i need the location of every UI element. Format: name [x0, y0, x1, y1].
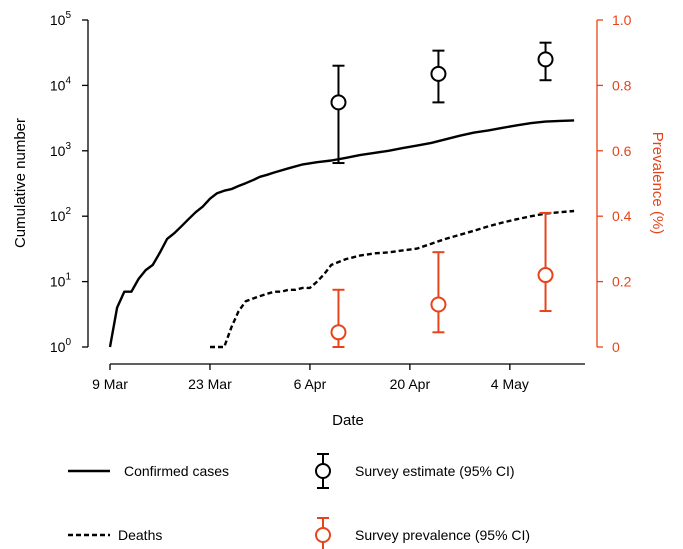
y-tick-label-exp: 3 — [65, 141, 71, 152]
y-tick-label-base: 10 — [50, 12, 66, 28]
x-tick-label: 6 Apr — [294, 376, 327, 392]
y-tick-label-right: 0.6 — [612, 143, 632, 159]
survey-prevalence-point — [430, 296, 447, 313]
y-tick-label-left: 101 — [50, 272, 72, 290]
y-tick-label-right: 1.0 — [612, 12, 632, 28]
y-tick-label-exp: 2 — [65, 206, 71, 217]
y-tick-label-left: 104 — [50, 75, 72, 93]
x-axis-title: Date — [332, 412, 364, 429]
y-tick-label-left: 105 — [50, 10, 72, 28]
legend-swatch-marker — [315, 463, 331, 479]
y-tick-label-base: 10 — [50, 77, 66, 93]
y-tick-label-exp: 4 — [65, 75, 71, 86]
deaths-line — [210, 209, 575, 349]
y2-axis-title: Prevalence (%) — [649, 132, 666, 235]
y-tick-label-left: 100 — [50, 337, 72, 355]
legend-label: Survey prevalence (95% CI) — [355, 527, 530, 543]
survey-prevalence-point — [537, 267, 554, 284]
legend-swatch-marker — [315, 527, 331, 543]
legend-label: Confirmed cases — [124, 463, 229, 479]
legend-label: Deaths — [118, 527, 162, 543]
legend: Confirmed cases Survey estimate (95% CI) D… — [68, 453, 530, 549]
survey-prevalence-point — [330, 324, 347, 341]
legend-label: Survey estimate (95% CI) — [355, 463, 515, 479]
confirmed-cases-line — [108, 119, 575, 348]
x-tick-label: 23 Mar — [188, 376, 232, 392]
y-tick-label-exp: 5 — [65, 10, 71, 21]
y-tick-label-base: 10 — [50, 339, 66, 355]
survey-estimate-point — [330, 94, 347, 111]
y-tick-label-base: 10 — [50, 208, 66, 224]
y-tick-label-base: 10 — [50, 274, 66, 290]
y-tick-label-left: 103 — [50, 141, 72, 159]
y-tick-label-right: 0.2 — [612, 274, 632, 290]
x-tick-label: 9 Mar — [92, 376, 128, 392]
y-tick-label-exp: 0 — [65, 337, 71, 348]
y-tick-label-base: 10 — [50, 143, 66, 159]
y-tick-label-left: 102 — [50, 206, 72, 224]
y-tick-label-right: 0.4 — [612, 208, 632, 224]
x-tick-label: 20 Apr — [390, 376, 431, 392]
y-tick-label-exp: 1 — [65, 272, 71, 283]
series-layer — [108, 119, 575, 349]
survey-estimate-point — [430, 65, 447, 82]
x-tick-label: 4 May — [491, 376, 529, 392]
y-tick-label-right: 0.8 — [612, 77, 632, 93]
y-axis-title: Cumulative number — [12, 118, 29, 248]
errorbar-layer — [330, 41, 554, 348]
y-tick-label-right: 0 — [612, 339, 620, 355]
survey-estimate-point — [537, 51, 554, 68]
